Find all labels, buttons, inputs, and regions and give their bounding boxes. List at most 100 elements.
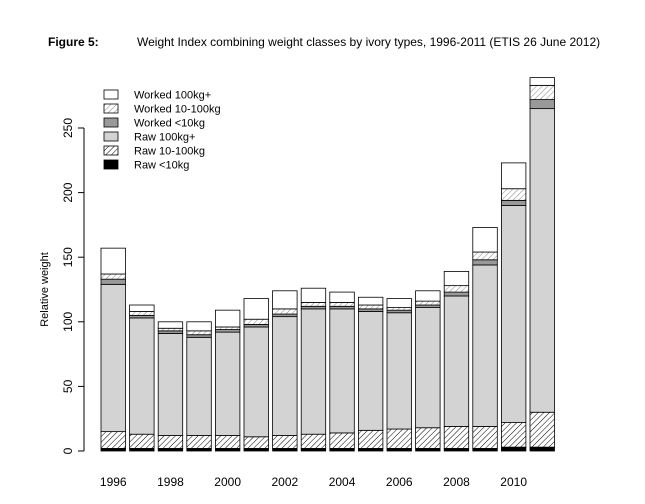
bar-segment	[272, 316, 298, 436]
legend: Worked 100kg+ Worked 10-100kg Worked <10kg…	[103, 89, 221, 172]
x-tick-label: 2008	[443, 475, 470, 489]
bar-segment	[529, 84, 555, 100]
bar-segment	[472, 227, 498, 253]
bar-segment	[472, 264, 498, 427]
bar-segment	[300, 287, 327, 303]
bar-segment	[214, 309, 241, 328]
bar-segment	[243, 318, 269, 325]
y-tick-label: 50	[61, 379, 75, 393]
bar-segment	[500, 162, 527, 190]
bar-segment	[357, 429, 384, 449]
bar-segment	[100, 247, 126, 275]
bar-segment	[443, 295, 470, 427]
bar-segment	[186, 435, 212, 449]
legend-label: Raw <10kg	[134, 160, 189, 172]
bar-segment	[100, 278, 126, 285]
legend-label: Worked 10-100kg	[134, 104, 221, 116]
bar-segment	[329, 432, 355, 449]
bar-segment	[415, 427, 441, 449]
bar-segment	[329, 291, 355, 303]
bar-segment	[386, 312, 412, 430]
bar-segment	[100, 273, 126, 280]
legend-swatch	[103, 89, 119, 100]
legend-swatch	[103, 159, 119, 170]
legend-label: Worked 100kg+	[134, 90, 211, 102]
bar-segment	[357, 296, 384, 306]
bar-segment	[214, 435, 241, 449]
bar-segment	[329, 302, 355, 307]
bar-stack	[243, 298, 269, 452]
bar-stack	[100, 247, 126, 452]
bar-segment	[129, 304, 155, 312]
bar-segment	[472, 251, 498, 261]
x-axis: 1996 1998 2000 2002 2004 2006 2008 2010	[100, 475, 527, 489]
bar-segment	[415, 307, 441, 429]
bar-segment	[357, 304, 384, 310]
x-tick-label: 1996	[100, 475, 127, 489]
legend-label: Worked <10kg	[134, 118, 205, 130]
bar-segment	[529, 99, 555, 110]
bar-segment	[500, 446, 527, 452]
bar-segment	[443, 291, 470, 297]
bar-stack	[357, 296, 384, 452]
bar-segment	[386, 298, 412, 308]
bar-segment	[186, 330, 212, 336]
bars	[100, 77, 555, 452]
figure-label: Figure 5:	[48, 35, 99, 49]
bar-segment	[186, 336, 212, 436]
bar-segment	[129, 433, 155, 449]
y-tick-label: 200	[61, 182, 75, 202]
bar-segment	[500, 422, 527, 448]
legend-label: Raw 100kg+	[134, 132, 195, 144]
y-tick-label: 100	[61, 311, 75, 331]
bar-segment	[529, 411, 555, 448]
bar-segment	[100, 283, 126, 433]
x-tick-label: 2004	[329, 475, 356, 489]
bar-stack	[386, 298, 412, 452]
bar-segment	[443, 426, 470, 449]
bar-segment	[243, 326, 269, 438]
x-tick-label: 2010	[500, 475, 527, 489]
bar-segment	[300, 433, 327, 449]
y-tick-label: 250	[61, 118, 75, 138]
x-tick-label: 2006	[386, 475, 413, 489]
x-tick-label: 1998	[157, 475, 184, 489]
bar-segment	[157, 435, 184, 449]
bar-segment	[243, 298, 269, 320]
bar-segment	[529, 446, 555, 452]
bar-segment	[529, 108, 555, 413]
bar-segment	[272, 308, 298, 315]
bar-segment	[100, 431, 126, 449]
bar-segment	[443, 271, 470, 287]
y-tick-label: 150	[61, 247, 75, 267]
bar-segment	[157, 321, 184, 329]
figure-caption: Weight Index combining weight classes by…	[137, 35, 600, 49]
bar-segment	[500, 199, 527, 206]
x-tick-label: 2002	[271, 475, 298, 489]
bar-segment	[272, 435, 298, 449]
bar-stack	[186, 321, 212, 452]
bar-stack	[415, 290, 441, 452]
bar-segment	[415, 300, 441, 306]
legend-swatch	[103, 117, 119, 128]
legend-swatch	[103, 145, 119, 156]
legend-swatch	[103, 131, 119, 142]
bar-segment	[472, 426, 498, 449]
bar-segment	[500, 205, 527, 423]
bar-segment	[186, 321, 212, 332]
bar-stack	[472, 227, 498, 452]
legend-swatch	[103, 103, 119, 114]
legend-label: Raw 10-100kg	[134, 146, 205, 158]
bar-stack	[500, 162, 527, 452]
bar-segment	[415, 290, 441, 302]
bar-segment	[329, 308, 355, 434]
bar-segment	[443, 285, 470, 293]
bar-segment	[157, 333, 184, 436]
x-tick-label: 2000	[214, 475, 241, 489]
bar-segment	[529, 77, 555, 86]
y-tick-label: 0	[61, 447, 75, 454]
bar-stack	[214, 309, 241, 452]
y-axis-label: Relative weight	[39, 252, 51, 327]
y-axis: 0 50 100 150 200 250	[61, 118, 85, 454]
